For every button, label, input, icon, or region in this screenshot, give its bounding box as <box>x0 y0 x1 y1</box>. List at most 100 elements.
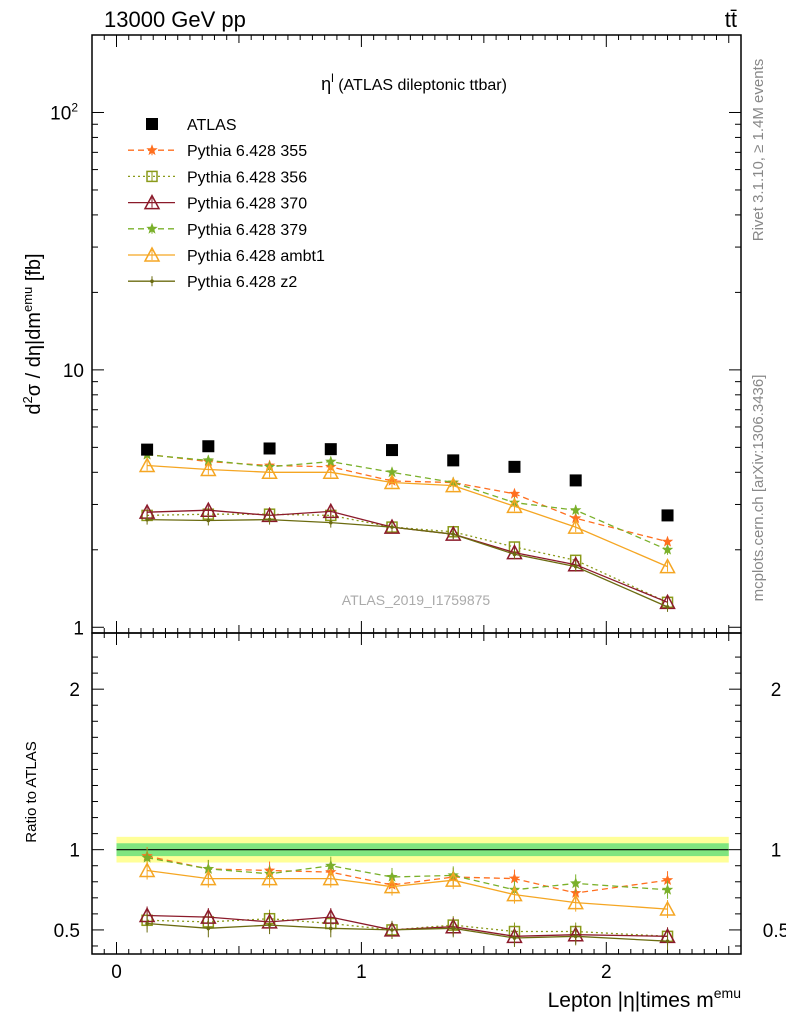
legend-marker <box>146 170 158 183</box>
ratio-xtick-label: 1 <box>356 962 367 983</box>
ratio-point <box>138 861 156 878</box>
legend: ATLAS Pythia 6.428 355 Pythia 6.428 356 Pyt… <box>128 117 325 291</box>
ratio-point <box>202 862 214 874</box>
ratio-point <box>386 871 398 882</box>
data-point <box>665 605 670 609</box>
series-line <box>147 464 668 568</box>
ratio-line <box>146 857 668 891</box>
legend-label: Pythia 6.428 379 <box>187 222 307 239</box>
ratio-point <box>325 859 337 871</box>
legend-marker <box>146 118 158 130</box>
data-point <box>390 525 394 529</box>
legend-label: Pythia 6.428 z2 <box>187 274 297 291</box>
ratio-xtick-label: 2 <box>601 962 612 983</box>
data-point <box>661 535 674 547</box>
ratio-point <box>322 869 340 886</box>
ratio-point <box>261 869 278 886</box>
title-main: η <box>321 74 331 94</box>
data-point <box>322 463 340 480</box>
series-pythia-6-428-379 <box>141 448 674 555</box>
series-pythia-6-428-z2 <box>145 514 670 612</box>
data-point <box>506 497 523 514</box>
ratio-series-pythia-6-428-ambt1 <box>138 861 676 919</box>
main-ylabel: d2σ / dη|dmemu [fb] <box>20 253 45 414</box>
legend-entry: Pythia 6.428 356 <box>128 169 307 186</box>
ratio-ytick-label-left: 2 <box>69 680 80 701</box>
legend-label: Pythia 6.428 ambt1 <box>187 248 325 265</box>
data-point <box>570 512 582 524</box>
ylabel-part-3: emu <box>20 287 35 312</box>
data-point <box>386 444 399 457</box>
mcplots-label: mcplots.cern.ch [arXiv:1306.3436] <box>750 375 767 602</box>
data-point <box>325 455 337 467</box>
ratio-point <box>659 900 676 916</box>
ratio-ytick-label-right: 1 <box>771 841 782 862</box>
ylabel-part-0: d <box>23 404 45 415</box>
ratio-ylabel: Ratio to ATLAS <box>23 741 40 842</box>
data-point <box>570 504 582 515</box>
ratio-error-band <box>116 836 729 863</box>
ratio-ytick-label-right: 0.5 <box>763 921 786 942</box>
title-sup: l <box>331 71 334 85</box>
data-point <box>508 487 521 499</box>
data-point <box>661 543 674 555</box>
legend-entry: ATLAS <box>146 117 237 134</box>
series-pythia-6-428-ambt1 <box>138 456 676 574</box>
ratio-point <box>206 926 211 931</box>
ratio-frame <box>91 632 742 955</box>
ratio-point <box>267 923 272 927</box>
ratio-point <box>665 939 670 943</box>
title-rest: (ATLAS dileptonic ttbar) <box>334 77 507 94</box>
ratio-point <box>444 871 462 887</box>
main-series-group <box>138 440 676 612</box>
data-point <box>508 460 521 473</box>
ratio-point <box>570 887 582 898</box>
data-point <box>383 473 401 490</box>
series-line <box>147 454 668 551</box>
legend-label: Pythia 6.428 356 <box>187 169 307 186</box>
ratio-point <box>383 878 401 894</box>
main-ytick-label: 1 <box>73 618 84 639</box>
ratio-line <box>147 914 668 937</box>
data-point <box>451 532 456 536</box>
data-point <box>386 466 398 478</box>
ratio-point <box>567 894 584 910</box>
ylabel-part-1: 2 <box>20 396 35 403</box>
ratio-ytick-label-left: 0.5 <box>54 921 80 942</box>
legend-marker <box>143 194 161 210</box>
ratio-xlabel: Lepton |η|times memu <box>548 985 741 1012</box>
xlabel-sup: emu <box>714 985 741 1001</box>
ratio-ytick-label-right: 2 <box>771 680 782 701</box>
series-line <box>147 509 668 603</box>
ratio-point <box>145 921 149 926</box>
ylabel-part-4: [fb] <box>23 253 45 286</box>
data-point <box>267 517 272 522</box>
legend-marker <box>150 279 154 284</box>
series-line <box>147 513 668 603</box>
data-point <box>567 518 584 534</box>
main-ytick-label: 10 <box>63 361 84 382</box>
series-pythia-6-428-355 <box>141 448 674 547</box>
ratio-point <box>200 869 217 886</box>
process-label: tt̄ <box>725 7 737 32</box>
data-point <box>202 454 214 466</box>
legend-entry: Pythia 6.428 355 <box>128 143 307 160</box>
legend-marker <box>146 222 158 234</box>
legend-label: Pythia 6.428 355 <box>187 143 307 160</box>
ratio-point <box>661 874 674 885</box>
legend-label: ATLAS <box>187 117 237 134</box>
ratio-point <box>661 883 674 895</box>
ratio-point <box>512 936 517 940</box>
main-panel: 1 10 102 ηl (ATLAS dileptonic ttbar) ATLAS… <box>20 34 742 639</box>
ratio-point <box>328 926 333 931</box>
ratio-point <box>573 934 578 939</box>
data-point <box>659 558 676 574</box>
xlabel-main: Lepton |η|times m <box>548 989 714 1012</box>
legend-label: Pythia 6.428 370 <box>187 196 307 213</box>
data-point <box>263 442 276 455</box>
ylabel-part-2: σ / dη|dm <box>23 312 45 396</box>
data-point <box>141 443 154 456</box>
ratio-series-group <box>138 847 676 951</box>
data-point <box>200 460 217 477</box>
